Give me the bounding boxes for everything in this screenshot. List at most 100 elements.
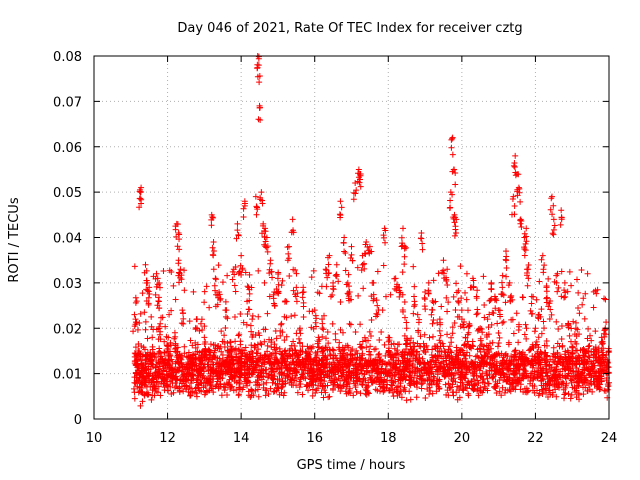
roti-point (521, 246, 528, 253)
roti-point (495, 368, 502, 375)
roti-point (558, 207, 565, 214)
roti-point (136, 320, 143, 327)
roti-point (248, 348, 255, 355)
roti-point (246, 286, 253, 293)
roti-point (389, 389, 396, 396)
roti-point (447, 197, 454, 204)
roti-point (473, 295, 480, 302)
roti-point (542, 385, 549, 392)
roti-point (149, 379, 156, 386)
roti-point (468, 361, 475, 368)
roti-point (446, 360, 453, 367)
roti-point (346, 320, 353, 327)
roti-point (603, 362, 610, 369)
roti-point (319, 325, 326, 332)
roti-point (486, 297, 493, 304)
roti-point (285, 255, 292, 262)
roti-point (401, 261, 408, 268)
roti-point (366, 328, 373, 335)
roti-point (395, 350, 402, 357)
roti-point (342, 267, 349, 274)
roti-point (288, 377, 295, 384)
roti-point (364, 387, 371, 394)
roti-point (377, 369, 384, 376)
roti-point (190, 360, 197, 367)
roti-point (215, 294, 222, 301)
roti-point (470, 277, 477, 284)
y-tick-label: 0.08 (53, 50, 82, 65)
roti-point (554, 288, 561, 295)
roti-point (295, 352, 302, 359)
roti-point (321, 312, 328, 319)
roti-point (428, 306, 435, 313)
roti-point (156, 280, 163, 287)
roti-point (299, 391, 306, 398)
roti-point (527, 374, 534, 381)
roti-point (271, 302, 278, 309)
roti-point (313, 354, 320, 361)
roti-point (511, 371, 518, 378)
roti-point (452, 223, 459, 230)
roti-point (342, 388, 349, 395)
roti-point (535, 356, 542, 363)
roti-point (350, 378, 357, 385)
roti-point (437, 332, 444, 339)
roti-point (523, 335, 530, 342)
roti-point (240, 205, 247, 212)
roti-point (591, 381, 598, 388)
roti-point (494, 351, 501, 358)
roti-point (350, 189, 357, 196)
roti-point (227, 338, 234, 345)
roti-point (356, 377, 363, 384)
roti-point (206, 355, 213, 362)
roti-point (335, 360, 342, 367)
roti-point (240, 213, 247, 220)
roti-point (264, 243, 271, 250)
roti-point (209, 244, 216, 251)
roti-point (455, 299, 462, 306)
roti-point (132, 316, 139, 323)
roti-point (145, 300, 152, 307)
roti-point (249, 312, 256, 319)
roti-point (152, 354, 159, 361)
roti-point (214, 301, 221, 308)
roti-point (138, 380, 145, 387)
roti-point (231, 378, 238, 385)
roti-point (503, 378, 510, 385)
grid-lines (94, 56, 609, 419)
roti-point (161, 338, 168, 345)
roti-point (326, 346, 333, 353)
roti-point (453, 344, 460, 351)
roti-point (355, 292, 362, 299)
roti-point (192, 326, 199, 333)
roti-point (546, 387, 553, 394)
roti-point (181, 267, 188, 274)
roti-point (337, 377, 344, 384)
roti-point (320, 352, 327, 359)
roti-point (276, 391, 283, 398)
roti-point (387, 291, 394, 298)
roti-point (251, 342, 258, 349)
roti-point (517, 386, 524, 393)
roti-point (453, 216, 460, 223)
roti-point (260, 326, 267, 333)
x-tick-label: 10 (86, 431, 103, 446)
roti-point (353, 347, 360, 354)
roti-point (510, 162, 517, 169)
roti-point (176, 246, 183, 253)
roti-point (472, 381, 479, 388)
roti-point (373, 310, 380, 317)
roti-point (428, 352, 435, 359)
roti-point (407, 396, 414, 403)
roti-point (317, 380, 324, 387)
roti-point (269, 274, 276, 281)
roti-point (218, 348, 225, 355)
roti-point (321, 378, 328, 385)
roti-point (436, 363, 443, 370)
roti-point (256, 73, 263, 80)
roti-point (229, 354, 236, 361)
roti-point (502, 352, 509, 359)
roti-point (146, 290, 153, 297)
roti-point (220, 360, 227, 367)
roti-point (503, 248, 509, 255)
